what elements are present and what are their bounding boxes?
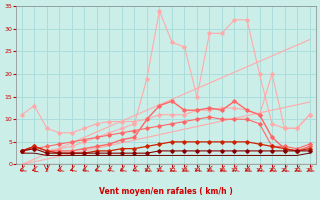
X-axis label: Vent moyen/en rafales ( km/h ): Vent moyen/en rafales ( km/h ) <box>99 187 233 196</box>
